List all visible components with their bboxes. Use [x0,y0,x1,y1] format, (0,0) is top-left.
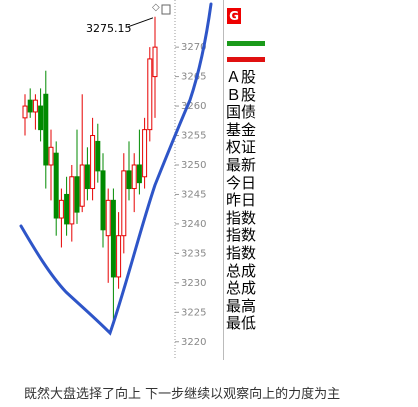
candle-body [136,164,142,184]
candle-body [126,170,132,190]
chart: ◇ 3220 3225 3230 3235 3240 3245 3250 3255 3260 32… [22,0,206,360]
panel-row: 今日 [226,173,257,192]
panel-row: 指数 [226,208,257,227]
annotation: 3275.15 [86,22,132,35]
y-tick-label: 3225 [181,307,206,318]
panel-row: 最低 [226,314,257,333]
candle-body [74,176,80,213]
panel-row: 指数 [226,243,257,262]
candle-body [53,152,59,219]
panel-row: 国债 [226,103,257,122]
candle-body [131,164,137,190]
y-tick-label: 3240 [181,219,206,230]
candle-body [95,140,101,172]
panel-row: Ａ股 [226,68,257,86]
candle-body [43,93,49,166]
annotation-arrow [127,17,154,28]
y-tick-label: 3235 [181,248,206,259]
panel-row: 最高 [226,296,257,315]
panel-row: 权证 [226,138,257,157]
candle-body [105,199,111,237]
panel-row: 总成 [226,279,257,298]
icon [161,4,171,15]
y-tick-label: 3230 [181,278,206,289]
y-tick-label: 3245 [181,189,206,200]
green-bar [227,41,265,46]
candle-body [110,199,116,278]
side-panel: G Ａ股 Ｂ股 国债 基金 权证 最新 今日 昨日 指数 指数 指数 总成 总成 最高 最低 [223,0,265,360]
panel-row: 最新 [226,155,257,174]
panel-row: Ｂ股 [226,85,257,104]
candle-body [58,199,64,219]
panel-row: 基金 [226,120,257,139]
candle-body [64,193,70,225]
candle-body [147,58,153,131]
icon: ◇ [152,2,160,13]
candle-body [84,164,90,190]
panel-row: 总成 [226,261,257,280]
candle-body [90,135,96,190]
y-tick-label: 3220 [181,337,206,348]
panel-rows: Ａ股 Ｂ股 国债 基金 权证 最新 今日 昨日 指数 指数 指数 总成 总成 最高 最低 [226,68,257,333]
candle-body [100,170,106,231]
red-bar [227,57,265,62]
candle-body [32,99,38,113]
candle-body [121,170,127,237]
candle-body [152,46,158,78]
candle-body [22,105,28,119]
y-tick-label: 3255 [181,131,206,142]
candle-body [38,105,44,131]
candle-body [142,129,148,178]
panel-row: 指数 [226,226,257,245]
y-tick-label: 3250 [181,160,206,171]
panel-header: G [227,8,241,24]
candle-body [27,99,33,113]
y-tick-label: 3270 [181,42,206,53]
candle-body [116,235,122,278]
divider [223,0,224,360]
y-tick-label: 3265 [181,72,206,83]
candle-body [69,176,75,225]
panel-row: 昨日 [226,191,257,210]
y-tick-label: 3260 [181,101,206,112]
candle-body [48,146,54,166]
candle-body [79,164,85,207]
caption: 既然大盘选择了向上 下一步继续以观察向上的力度为主 [24,387,341,402]
